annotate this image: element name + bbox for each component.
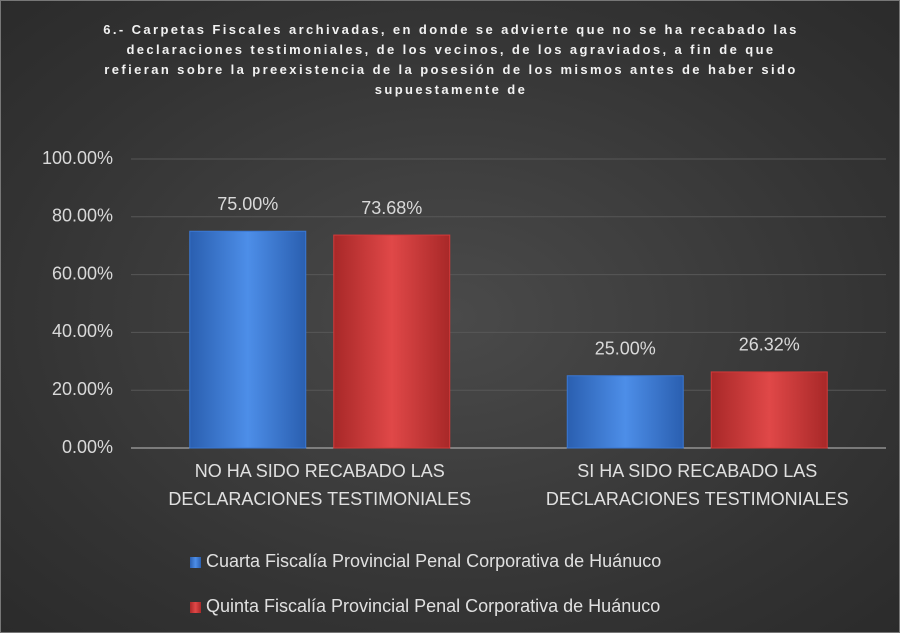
data-label: 25.00% <box>595 339 656 359</box>
bar <box>566 375 684 449</box>
data-label: 26.32% <box>739 335 800 355</box>
bar <box>333 234 451 449</box>
y-tick-label: 80.00% <box>52 206 113 226</box>
legend-swatch <box>190 557 201 568</box>
y-tick-label: 20.00% <box>52 379 113 399</box>
y-tick-label: 0.00% <box>62 437 113 457</box>
y-tick-label: 100.00% <box>42 148 113 168</box>
legend-label: Cuarta Fiscalía Provincial Penal Corpora… <box>206 551 662 571</box>
bar <box>189 230 307 449</box>
y-tick-label: 40.00% <box>52 321 113 341</box>
legend-label: Quinta Fiscalía Provincial Penal Corpora… <box>206 596 661 616</box>
data-label: 75.00% <box>217 194 278 214</box>
y-tick-label: 60.00% <box>52 263 113 283</box>
x-tick-label: NO HA SIDO RECABADO LAS DECLARACIONES TE… <box>168 461 472 509</box>
x-tick-label: SI HA SIDO RECABADO LAS DECLARACIONES TE… <box>545 461 849 509</box>
legend-swatch <box>190 602 201 613</box>
bar <box>710 371 828 449</box>
data-label: 73.68% <box>361 198 422 218</box>
chart-title: 6.- Carpetas Fiscales archivadas, en don… <box>103 22 799 97</box>
